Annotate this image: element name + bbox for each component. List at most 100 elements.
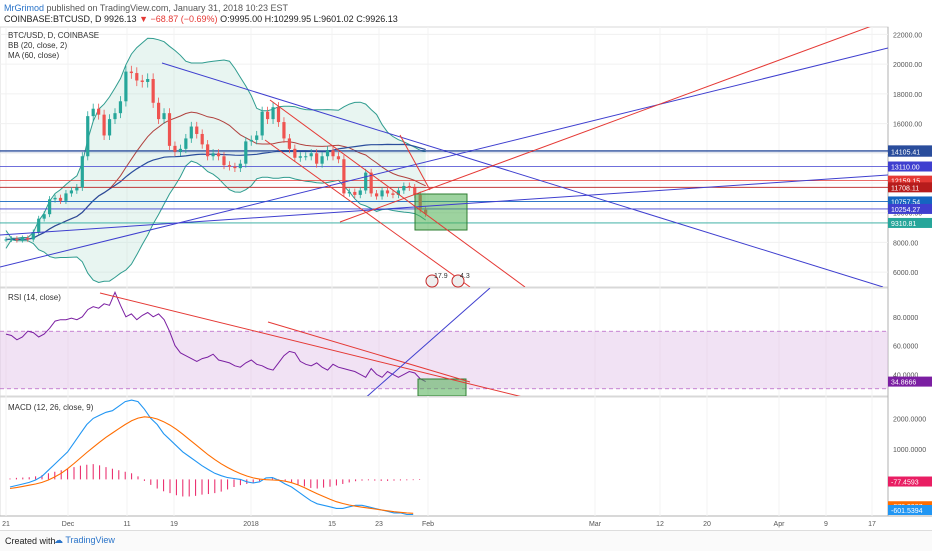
- candle-body: [9, 238, 14, 240]
- candle-body: [173, 145, 177, 152]
- macd-value-box: [888, 476, 932, 487]
- candle-body: [162, 113, 166, 120]
- macd-pane[interactable]: [0, 396, 889, 517]
- ohlc-values: O:9995.00 H:10299.95 L:9601.02 C:9926.13: [220, 14, 398, 24]
- candle-body: [293, 148, 297, 158]
- trendline: [161, 62, 884, 287]
- candle-body: [140, 80, 144, 82]
- candle-body: [375, 193, 379, 197]
- candle-body: [31, 232, 35, 240]
- bb-lower: [5, 160, 426, 284]
- level-label-box: [888, 196, 932, 207]
- tradingview-logo[interactable]: ☁ TradingView: [54, 535, 115, 545]
- candle-body: [53, 197, 57, 200]
- event-label: 17.9: [434, 273, 448, 280]
- candle-body: [227, 165, 232, 167]
- time-tick-label: Feb: [422, 521, 434, 528]
- trendlines: [0, 27, 888, 287]
- bb-fill: [6, 38, 426, 283]
- time-tick-label: 12: [656, 521, 664, 528]
- candle-body: [151, 79, 155, 103]
- published-text: published on TradingView.com, January 31…: [46, 3, 289, 13]
- candle-body: [413, 187, 417, 195]
- candle-body: [124, 71, 128, 102]
- trendline: [399, 134, 431, 191]
- candle-body: [91, 108, 95, 117]
- ma-line: [5, 143, 426, 241]
- candle-body: [402, 185, 406, 191]
- rsi-line: [5, 291, 426, 383]
- candle-body: [118, 101, 123, 114]
- footer-bar: Created with ☁ TradingView: [0, 530, 932, 551]
- rsi-tick-label: 40.0000: [893, 372, 918, 379]
- candle-body: [178, 148, 182, 152]
- trendline: [0, 174, 888, 236]
- candle-body: [42, 214, 46, 219]
- author-link[interactable]: MrGrimod: [4, 3, 44, 13]
- rsi-trendline: [99, 292, 521, 396]
- candle-body: [200, 133, 204, 145]
- candle-body: [4, 239, 8, 241]
- bb-legend: BB (20, close, 2): [8, 41, 67, 50]
- time-tick-label: 21: [2, 521, 10, 528]
- candle-body: [391, 193, 395, 195]
- price-tick-label: 10000.00: [893, 211, 922, 218]
- candle-body: [211, 153, 215, 157]
- candle-body: [325, 150, 330, 157]
- candle-body: [37, 218, 41, 233]
- candle-body: [69, 190, 73, 194]
- candle-body: [15, 238, 19, 241]
- price-tick-label: 18000.00: [893, 92, 922, 99]
- trendline: [269, 99, 526, 287]
- candle-body: [80, 156, 84, 188]
- macd-tick-label: 1000.0000: [893, 447, 926, 454]
- candle-body: [107, 119, 112, 136]
- level-label-box: [888, 161, 932, 172]
- publish-line: MrGrimod published on TradingView.com, J…: [4, 3, 288, 13]
- time-tick-label: Dec: [62, 521, 75, 528]
- candle-body: [249, 139, 253, 142]
- candle-body: [135, 73, 139, 81]
- last-price: 9926.13: [104, 14, 137, 24]
- level-label: 10254.27: [891, 207, 920, 214]
- candle-body: [347, 191, 351, 194]
- time-tick-label: Mar: [589, 521, 602, 528]
- quote-line: COINBASE:BTCUSD, D 9926.13 ▼ −68.87 (−0.…: [4, 14, 398, 24]
- candle-body: [157, 102, 161, 120]
- time-tick-label: 11: [123, 521, 130, 528]
- rsi-tick-label: 80.0000: [893, 315, 918, 322]
- level-label: 9310.81: [891, 221, 916, 228]
- candle-body: [167, 113, 172, 146]
- candle-body: [364, 172, 368, 191]
- candle-body: [75, 187, 79, 191]
- price-tick-label: 6000.00: [893, 270, 918, 277]
- time-tick-label: 2018: [243, 521, 259, 528]
- level-label-box: [888, 146, 932, 157]
- event-markers: 17.9 4.3: [425, 273, 470, 288]
- price-tick-label: 20000.00: [893, 62, 922, 69]
- candle-body: [222, 156, 226, 166]
- candle-body: [304, 156, 308, 158]
- macd-value-label: -601.5394: [891, 508, 923, 515]
- time-tick-label: 19: [170, 521, 178, 528]
- macd-line: [9, 399, 414, 516]
- level-label: 11708.11: [891, 185, 919, 192]
- level-label-box: [888, 182, 932, 193]
- chart-canvas[interactable]: 22000.0020000.0018000.0016000.0014000.00…: [0, 0, 932, 528]
- event-label: 4.3: [460, 273, 470, 280]
- event-flag: [425, 274, 439, 288]
- tradingview-logo-text: TradingView: [65, 535, 115, 545]
- level-label: 12159.15: [891, 179, 920, 186]
- trendline: [339, 27, 871, 223]
- candles: [4, 65, 428, 243]
- candle-body: [97, 108, 101, 115]
- price-axis[interactable]: [888, 27, 932, 516]
- rsi-legend: RSI (14, close): [8, 293, 61, 302]
- axis-labels: 22000.0020000.0018000.0016000.0014000.00…: [2, 32, 932, 528]
- candle-body: [282, 122, 286, 139]
- candle-body: [244, 141, 248, 164]
- price-tick-label: 16000.00: [893, 122, 922, 129]
- candle-body: [315, 153, 319, 164]
- signal-line: [9, 416, 414, 514]
- level-label: 14105.41: [891, 150, 920, 157]
